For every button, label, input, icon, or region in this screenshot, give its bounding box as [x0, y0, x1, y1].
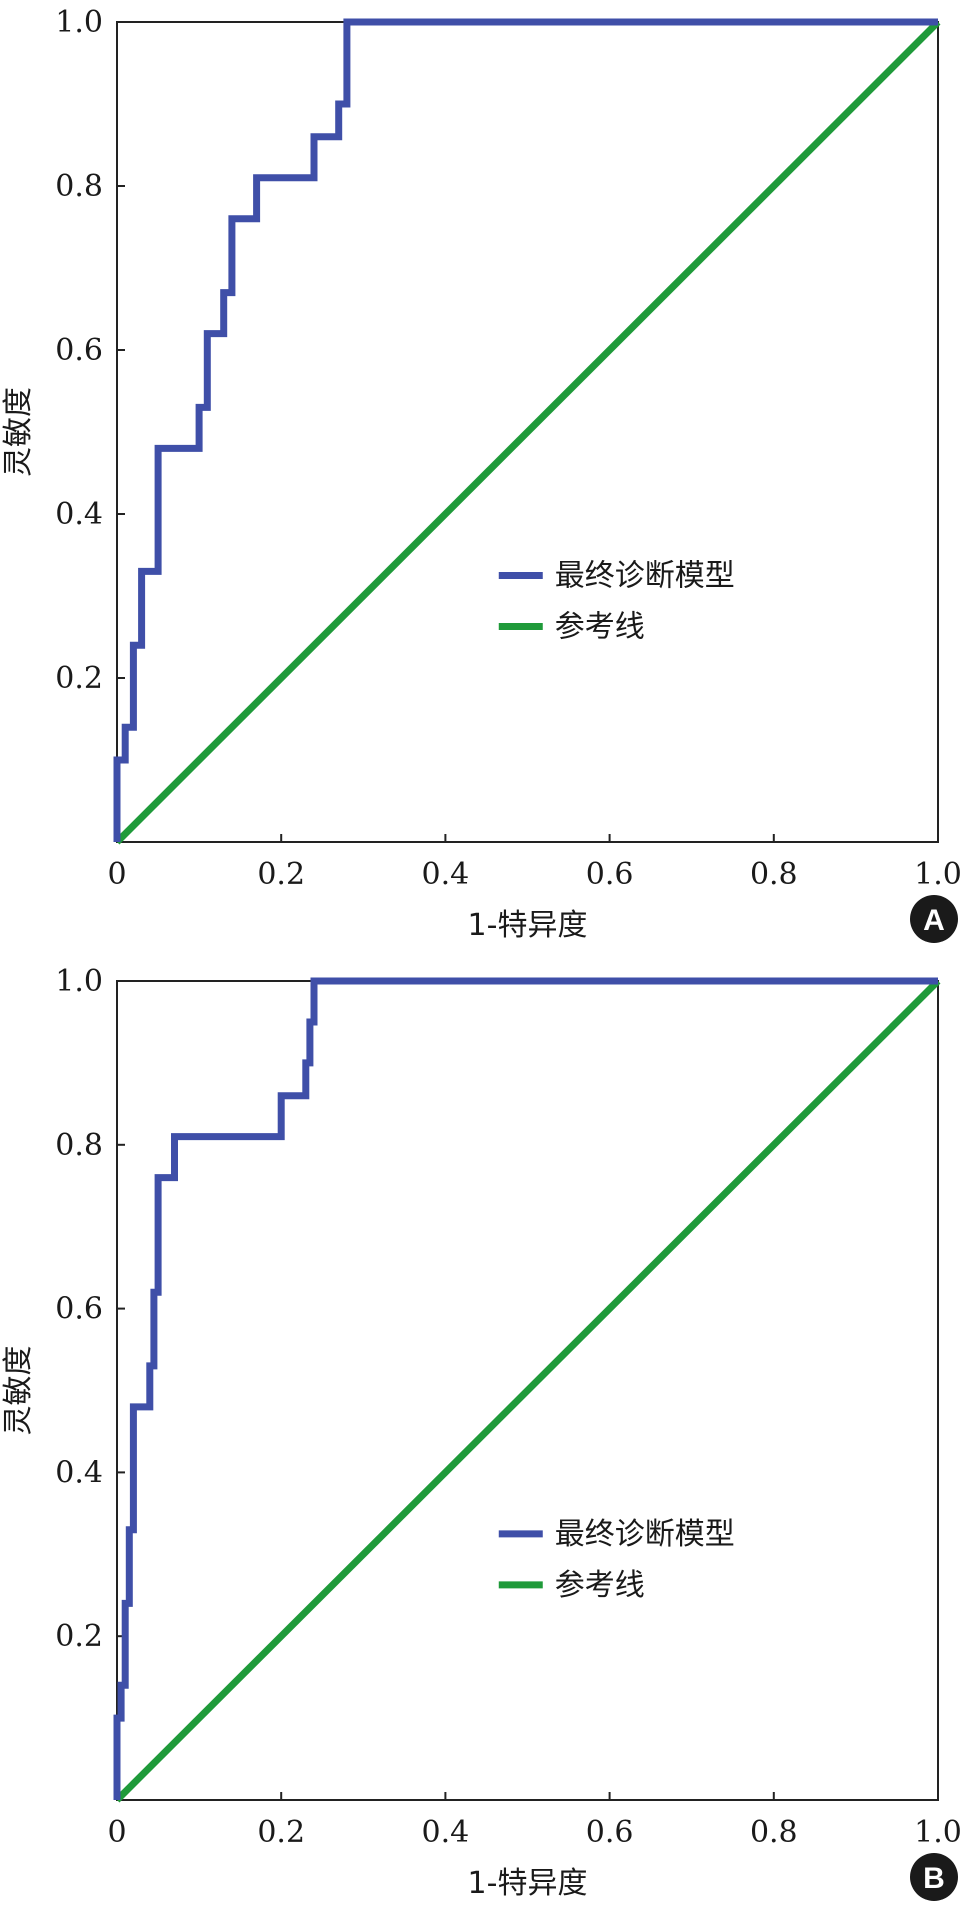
- y-axis-title: 灵敏度: [1, 387, 36, 477]
- y-tick-label: 1.0: [55, 964, 103, 999]
- roc-panel-a: 0 0.2 0.4 0.6 0.8 1.0 0.2 0.4 0.6 0.8 1.0 1-特异度 灵敏度最…: [1, 5, 962, 943]
- reference-line: [114, 978, 941, 1803]
- panel-badge: [910, 1853, 958, 1901]
- roc-panel-b: 0 0.2 0.4 0.6 0.8 1.0 0.2 0.4 0.6 0.8 1.0 1-特异度 灵敏度最…: [1, 964, 962, 1901]
- legend-label: 最终诊断模型: [555, 1517, 735, 1552]
- model-roc-curve: [113, 18, 938, 842]
- x-tick-label: 0.6: [586, 857, 634, 892]
- y-tick-label: 0.2: [55, 661, 103, 696]
- y-tick-label: 0.4: [55, 497, 103, 532]
- legend-label: 参考线: [555, 1568, 645, 1603]
- x-tick-label: 0.4: [422, 857, 470, 892]
- x-axis-title: 1-特异度: [468, 908, 588, 943]
- y-tick-label: 0.6: [55, 333, 103, 368]
- y-tick-label: 0.2: [55, 1619, 103, 1654]
- panel-badge-label: B: [923, 1862, 945, 1895]
- y-tick-label: 0.4: [55, 1455, 103, 1490]
- x-tick-label: 0: [107, 1815, 126, 1850]
- x-tick-label: 0.2: [257, 1815, 305, 1850]
- x-tick-label: 0.4: [422, 1815, 470, 1850]
- x-tick-label: 0.6: [586, 1815, 634, 1850]
- x-tick-label: 0.8: [750, 857, 798, 892]
- x-tick-label: 0.2: [257, 857, 305, 892]
- x-tick-label: 1.0: [914, 1815, 962, 1850]
- x-tick-label: 0: [107, 857, 126, 892]
- x-tick-label: 0.8: [750, 1815, 798, 1850]
- reference-line: [114, 19, 941, 845]
- y-axis-title: 灵敏度: [1, 1346, 36, 1436]
- model-roc-curve: [113, 977, 938, 1800]
- panel-badge: [910, 895, 958, 943]
- y-tick-label: 0.8: [55, 169, 103, 204]
- panel-badge-label: A: [923, 904, 945, 937]
- y-tick-label: 0.8: [55, 1128, 103, 1163]
- y-tick-label: 0.6: [55, 1292, 103, 1327]
- legend-label: 最终诊断模型: [555, 559, 735, 594]
- legend-label: 参考线: [555, 610, 645, 645]
- y-tick-label: 1.0: [55, 5, 103, 40]
- x-axis-title: 1-特异度: [468, 1866, 588, 1901]
- x-tick-label: 1.0: [914, 857, 962, 892]
